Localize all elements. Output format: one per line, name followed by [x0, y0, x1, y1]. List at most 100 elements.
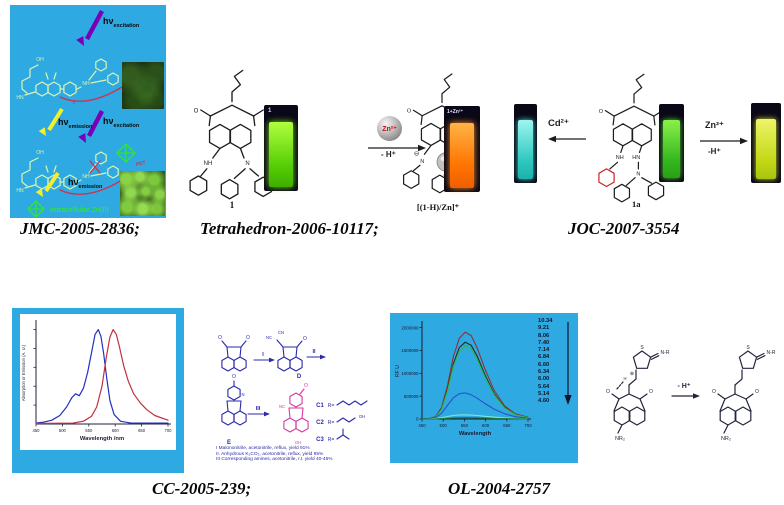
- emission-arrow-icon: [35, 171, 60, 197]
- zn-ion-label: Zn²⁺: [705, 120, 724, 130]
- series-series-3: [421, 345, 529, 420]
- x-tick-label: 700: [165, 428, 173, 433]
- hv-excitation-label: hνexcitation: [103, 16, 140, 29]
- y-axis-label: Absorption or Emission (A. U.): [21, 344, 26, 401]
- x-tick-label: 700: [524, 423, 532, 428]
- cuvette-liquid: [517, 119, 534, 180]
- caption-tetrahedron: Tetrahedron-2006-10117;: [200, 219, 379, 238]
- series-series-6: [421, 417, 529, 420]
- structure-intermediate-e: O N E: [221, 374, 247, 446]
- red-pyridine-ring: [598, 168, 615, 188]
- c3-r-label: R=: [328, 437, 335, 443]
- plus-charge-label: ⊕: [630, 371, 634, 377]
- oh-label: OH: [295, 440, 301, 445]
- zn-ion-sphere: Zn²⁺: [377, 116, 402, 141]
- cell-image-bright: [120, 171, 165, 216]
- n-r-label: N-R: [661, 350, 670, 356]
- legend-ph-value: 6.00: [538, 376, 550, 383]
- nh-label: NH: [204, 161, 213, 167]
- caption-joc: JOC-2007-3554: [568, 219, 680, 238]
- x-tick-label: 450: [418, 423, 426, 428]
- x-tick-label: 550: [85, 428, 93, 433]
- panel-cc-spectra: 450 500 550 600 650 700 Wavelength /nm Absorpti…: [12, 308, 184, 473]
- legend-ph-value: 5.64: [538, 383, 550, 390]
- intracellular-zn-label: intracellular Zn(II): [50, 207, 109, 214]
- emission-arrow-icon: [38, 107, 64, 136]
- y-axis-label: RF U: [395, 365, 401, 377]
- nc-label: NC: [279, 404, 285, 409]
- zn-arrow-right: [700, 137, 748, 145]
- legend-ph-value: 6.60: [538, 361, 550, 368]
- reaction-arrow-right: [368, 144, 426, 152]
- structure-sensor-free: OH HN NH e: [16, 57, 135, 105]
- cd-arrow-left: [548, 135, 586, 143]
- scheme-arrow-ii: II: [306, 349, 326, 360]
- scheme-footnote: I Malononitrile, acetonitrile, reflux, y…: [216, 446, 310, 451]
- r-group-c1: C1 R=: [316, 400, 368, 409]
- scheme-footnotes: I Malononitrile, acetonitrile, reflux, y…: [216, 446, 384, 463]
- deprotonation-arrow: - H⁺: [671, 383, 700, 399]
- excitation-arrow-icon: [78, 109, 104, 143]
- cuvette-cyan-photo: [514, 104, 537, 183]
- intermediate-e-label: E: [227, 440, 231, 446]
- cuvette-orange-photo: 1+Zn²⁺: [444, 106, 480, 192]
- legend-ph-value: 4.60: [538, 398, 550, 405]
- x-axis-label: Wavelength /nm: [80, 436, 124, 442]
- o-label: O: [194, 108, 199, 114]
- ph-decrease-arrow-icon: [564, 322, 572, 405]
- cuvette-1-zn-label: 1+Zn²⁺: [447, 109, 464, 115]
- x-tick-label: 600: [112, 428, 120, 433]
- step-iii-label: III: [256, 406, 261, 412]
- legend-ph-value: 10.34: [538, 318, 553, 324]
- x-tick-label: 450: [33, 428, 41, 433]
- cell-image-dim: [122, 62, 164, 109]
- jmc-structures-graphic: OH HN NH e: [16, 9, 136, 218]
- x-tick-label: 500: [440, 423, 448, 428]
- o-label: O: [649, 389, 653, 395]
- x-tick-label: 600: [482, 423, 490, 428]
- x-tick-label: 550: [461, 423, 469, 428]
- compound-1-label: 1: [229, 200, 235, 210]
- minus-h-label: - H⁺: [381, 150, 396, 159]
- nr2-label: NR₂: [615, 436, 625, 442]
- series-series-4: [421, 392, 529, 420]
- caption-ol: OL-2004-2757: [448, 479, 550, 498]
- cn-label: CN: [278, 330, 284, 335]
- cc-absorption-emission-chart: 450 500 550 600 650 700 Wavelength /nm Absorpti…: [21, 320, 173, 442]
- cd-ion-label: Cd²⁺: [548, 118, 569, 129]
- cuvette-1-label: 1: [268, 108, 272, 114]
- nr2-label: NR₂: [721, 436, 731, 442]
- hn-label: HN: [632, 155, 640, 161]
- cuvette-green2-photo: [659, 104, 684, 182]
- step-i-label: I: [262, 352, 264, 358]
- complex-label: [(1-H)/Zn]⁺: [416, 202, 460, 212]
- oh-label: OH: [36, 150, 44, 156]
- y-tick-label: 0: [416, 417, 419, 422]
- n-label: N: [241, 392, 244, 397]
- c2-label: C2: [316, 420, 324, 426]
- c2-oh-label: OH: [359, 414, 365, 419]
- excitation-arrow-icon: [76, 9, 104, 46]
- n-label: N: [420, 159, 424, 165]
- zn-polyhedron-icon: [116, 143, 136, 163]
- x-tick-label: 500: [59, 428, 67, 433]
- legend-ph-value: 7.40: [538, 339, 550, 346]
- series-absorption: [35, 329, 169, 424]
- deprotonation-scheme-graphic: O O S ⊕ N-R H NR₂ - H⁺ O: [606, 345, 776, 442]
- scheme-arrow-iii: III: [247, 406, 270, 417]
- legend-ph-value: 5.14: [538, 390, 550, 397]
- scheme-footnote: III Corresponding amines, acetonitrile, …: [216, 457, 333, 463]
- y-tick-label: 500000: [404, 394, 419, 399]
- structure-deprotonated: O O S N-R NR₂: [712, 345, 776, 442]
- r-group-c2: C2 R= OH: [316, 414, 365, 426]
- panel-jmc-cell-imaging: OH HN NH e: [10, 5, 166, 218]
- o-label: O: [246, 335, 250, 341]
- ph-legend: 10.34 9.21 8.06 7.40 7.14 6.84 6.60 6.34 6.00 5.6…: [538, 318, 562, 406]
- h-label: H: [623, 376, 626, 381]
- hv-emission-label: hνemission: [68, 177, 103, 190]
- cuvette-yellowgreen-photo: [751, 103, 781, 183]
- structure-intermediate-d: O NC CN D: [266, 330, 307, 380]
- compound-1a-label: 1a: [632, 199, 641, 209]
- c1-r-label: R=: [328, 403, 335, 409]
